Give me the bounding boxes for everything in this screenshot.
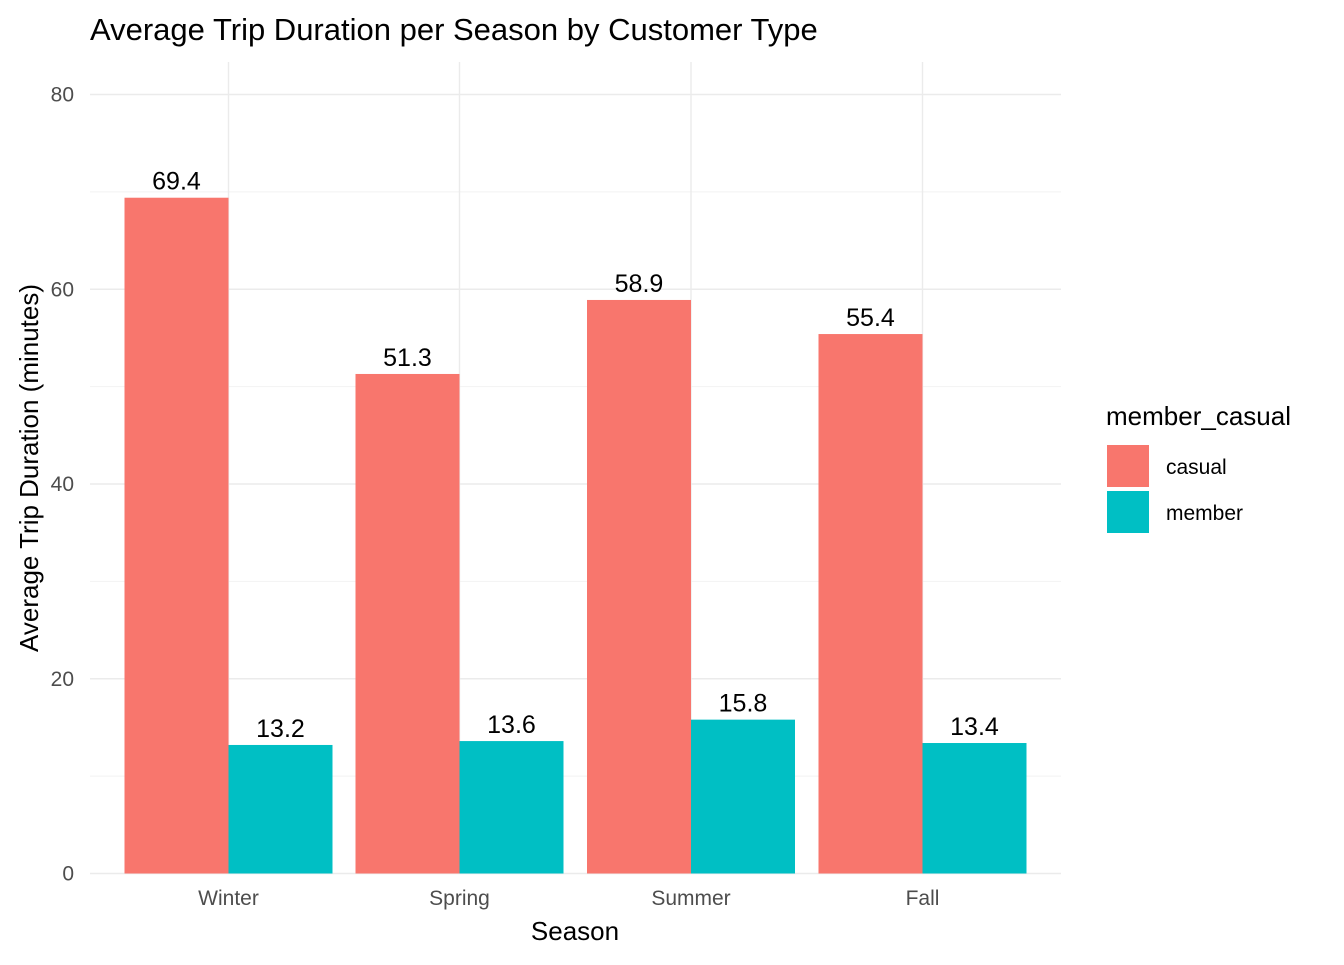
y-axis: 0 20 40 60 80 <box>51 84 74 886</box>
data-label: 69.4 <box>152 168 201 196</box>
data-label: 58.9 <box>615 270 664 298</box>
x-tick-label: Summer <box>651 887 730 910</box>
legend-key-member <box>1107 491 1149 533</box>
x-tick-label: Winter <box>198 887 259 910</box>
bar-member-spring <box>459 741 564 874</box>
y-tick-label: 80 <box>51 84 74 107</box>
bar-member-summer <box>691 719 795 874</box>
legend-label-member: member <box>1166 502 1243 525</box>
x-tick-label: Spring <box>429 887 490 910</box>
bars <box>124 197 1027 874</box>
x-tick-label: Fall <box>906 887 940 910</box>
legend: member_casual casual member <box>1106 401 1291 533</box>
chart-title: Average Trip Duration per Season by Cust… <box>90 12 818 47</box>
data-label: 55.4 <box>846 304 895 332</box>
y-tick-label: 20 <box>51 668 74 691</box>
bar-member-winter <box>228 744 333 874</box>
data-label: 51.3 <box>383 344 432 372</box>
y-tick-label: 40 <box>51 473 74 496</box>
legend-label-casual: casual <box>1166 456 1227 479</box>
x-axis: Winter Spring Summer Fall <box>198 887 939 910</box>
data-label: 15.8 <box>719 690 768 718</box>
bar-member-fall <box>922 743 1027 874</box>
y-tick-label: 0 <box>62 863 74 886</box>
bar-casual-fall <box>818 334 923 874</box>
bar-casual-winter <box>124 197 229 874</box>
legend-key-casual <box>1107 445 1149 487</box>
data-label: 13.6 <box>487 711 536 739</box>
y-tick-label: 60 <box>51 278 74 301</box>
bar-casual-summer <box>587 299 691 874</box>
legend-title: member_casual <box>1106 401 1291 431</box>
y-axis-title: Average Trip Duration (minutes) <box>14 284 44 652</box>
data-labels: 69.4 51.3 58.9 55.4 13.2 13.6 15.8 13.4 <box>152 168 999 743</box>
bar-casual-spring <box>355 373 460 874</box>
data-label: 13.4 <box>950 713 999 741</box>
x-axis-title: Season <box>531 916 619 946</box>
data-label: 13.2 <box>256 715 305 743</box>
